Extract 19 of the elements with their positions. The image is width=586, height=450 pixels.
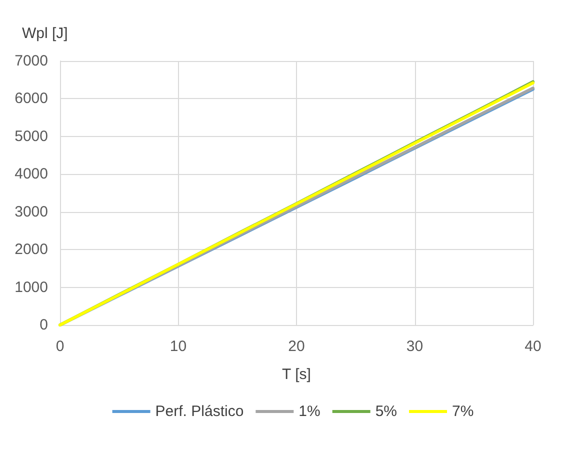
legend-label: Perf. Plástico bbox=[155, 403, 244, 420]
y-tick-label: 1000 bbox=[14, 278, 48, 296]
y-tick-label: 6000 bbox=[14, 90, 48, 108]
legend-label: 5% bbox=[375, 403, 398, 420]
y-tick-label: 3000 bbox=[14, 203, 48, 220]
y-tick-label: 4000 bbox=[14, 166, 48, 183]
y-tick-label: 5000 bbox=[14, 128, 48, 145]
y-axis-title: Wpl [J] bbox=[22, 25, 68, 42]
x-tick-label: 20 bbox=[288, 338, 305, 355]
x-tick-label: 10 bbox=[170, 338, 187, 355]
y-tick-label: 0 bbox=[40, 316, 48, 334]
x-tick-label: 40 bbox=[524, 338, 542, 355]
legend-label: 1% bbox=[298, 403, 320, 420]
y-tick-label: 7000 bbox=[14, 52, 48, 70]
legend-label: 7% bbox=[452, 403, 474, 420]
x-axis-title: T [s] bbox=[282, 366, 311, 383]
y-tick-label: 2000 bbox=[14, 241, 48, 258]
x-tick-label: 30 bbox=[406, 338, 424, 355]
x-tick-label: 0 bbox=[56, 338, 64, 355]
